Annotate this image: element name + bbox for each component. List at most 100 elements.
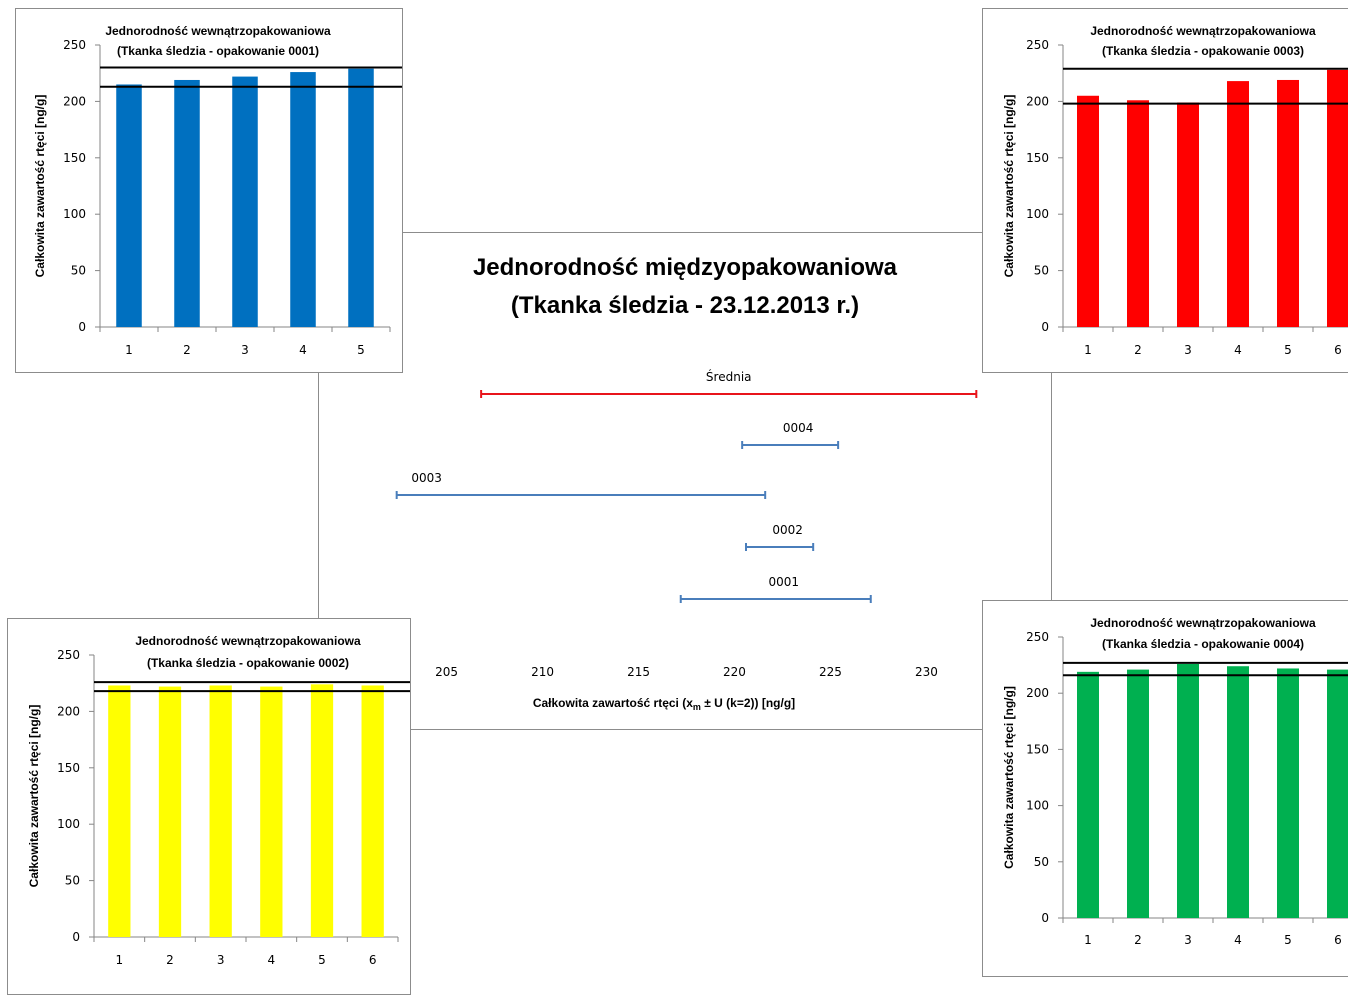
y-tick-label: 100 (1026, 799, 1049, 813)
bar (1127, 669, 1149, 918)
y-axis-label: Całkowita zawartość rtęci [ng/g] (1002, 95, 1016, 278)
bar (361, 685, 384, 937)
y-tick-label: 100 (63, 207, 86, 221)
x-axis-label: Całkowita zawartość rtęci (xm ± U (k=2))… (533, 696, 795, 712)
series-label: 0004 (783, 421, 814, 435)
bar (348, 68, 374, 328)
x-tick-label: 210 (531, 665, 554, 679)
y-tick-label: 50 (71, 264, 86, 278)
y-tick-label: 200 (1026, 94, 1049, 108)
y-tick-label: 0 (78, 320, 86, 334)
x-tick-label: 1 (116, 953, 124, 967)
series-label: 0003 (411, 471, 442, 485)
bar-chart-0003: Jednorodność wewnątrzopakowaniowa (Tkanka… (1002, 24, 1348, 357)
chart-title-line: (Tkanka śledzia - opakowanie 0002) (147, 656, 349, 670)
bar (1227, 81, 1249, 327)
series-label: Średnia (706, 369, 752, 384)
bar-chart-0004: Jednorodność wewnątrzopakowaniowa (Tkanka… (1002, 616, 1348, 947)
x-tick-label: 2 (1134, 343, 1142, 357)
x-tick-label: 5 (318, 953, 326, 967)
x-tick-label: 6 (1334, 933, 1342, 947)
x-tick-label: 6 (1334, 343, 1342, 357)
chart-title-line: (Tkanka śledzia - opakowanie 0003) (1102, 44, 1304, 58)
bar (1277, 668, 1299, 918)
bar (108, 685, 131, 937)
x-tick-label: 5 (1284, 933, 1292, 947)
y-tick-label: 150 (1026, 742, 1049, 756)
y-axis-label: Całkowita zawartość rtęci [ng/g] (33, 95, 47, 278)
x-tick-label: 4 (268, 953, 276, 967)
x-tick-label: 5 (1284, 343, 1292, 357)
bar (209, 685, 232, 937)
bar (1327, 669, 1348, 918)
bar (1077, 95, 1099, 327)
x-tick-label: 5 (357, 343, 365, 357)
chart-title-line: Jednorodność wewnątrzopakowaniowa (135, 634, 361, 648)
x-tick-label: 220 (723, 665, 746, 679)
y-tick-label: 150 (63, 151, 86, 165)
x-tick-label: 4 (1234, 343, 1242, 357)
main-chart-panel: Jednorodność międzyopakowaniowa (Tkanka ś… (318, 232, 1052, 730)
chart-title-line: Jednorodność wewnątrzopakowaniowa (1090, 24, 1316, 38)
main-chart: Jednorodność międzyopakowaniowa (Tkanka ś… (395, 254, 978, 712)
x-tick-label: 1 (1084, 933, 1092, 947)
bar (1327, 69, 1348, 328)
bar (1277, 79, 1299, 327)
y-tick-label: 250 (1026, 38, 1049, 52)
chart-title-line: (Tkanka śledzia - opakowanie 0001) (117, 44, 319, 58)
bar (1077, 671, 1099, 918)
bar (232, 76, 258, 327)
y-tick-label: 250 (57, 648, 80, 662)
x-tick-label: 2 (166, 953, 174, 967)
y-tick-label: 150 (57, 761, 80, 775)
y-tick-label: 50 (65, 874, 80, 888)
x-tick-label: 2 (1134, 933, 1142, 947)
bar (1177, 102, 1199, 327)
y-axis-label: Całkowita zawartość rtęci [ng/g] (1002, 686, 1016, 869)
bar-chart-0002: Jednorodność wewnątrzopakowaniowa (Tkanka… (27, 634, 410, 967)
y-tick-label: 50 (1034, 264, 1049, 278)
y-tick-label: 0 (1041, 911, 1049, 925)
x-tick-label: 205 (435, 665, 458, 679)
chart-title-line: Jednorodność wewnątrzopakowaniowa (105, 24, 331, 38)
x-tick-label: 3 (241, 343, 249, 357)
series-label: 0001 (768, 575, 799, 589)
x-tick-label: 3 (1184, 343, 1192, 357)
bar (158, 686, 182, 937)
y-tick-label: 250 (1026, 630, 1049, 644)
y-tick-label: 200 (1026, 686, 1049, 700)
y-tick-label: 100 (1026, 207, 1049, 221)
x-tick-label: 225 (819, 665, 842, 679)
bar (290, 72, 316, 328)
x-tick-label: 2 (183, 343, 191, 357)
bar (174, 79, 200, 327)
y-tick-label: 200 (57, 704, 80, 718)
x-tick-label: 215 (627, 665, 650, 679)
chart-title-line: Jednorodność wewnątrzopakowaniowa (1090, 616, 1316, 630)
x-tick-label: 230 (915, 665, 938, 679)
bar (1177, 663, 1199, 918)
y-tick-label: 0 (1041, 320, 1049, 334)
bar (260, 686, 283, 937)
x-tick-label: 3 (1184, 933, 1192, 947)
y-axis-label: Całkowita zawartość rtęci [ng/g] (27, 705, 41, 888)
chart-panel-0004: Jednorodność wewnątrzopakowaniowa (Tkanka… (982, 600, 1348, 977)
y-tick-label: 100 (57, 817, 80, 831)
chart-panel-0001: Jednorodność wewnątrzopakowaniowa (Tkanka… (15, 8, 403, 373)
x-tick-label: 6 (369, 953, 377, 967)
series-label: 0002 (772, 523, 803, 537)
chart-panel-0002: Jednorodność wewnątrzopakowaniowa (Tkanka… (7, 618, 411, 995)
y-tick-label: 0 (72, 930, 80, 944)
y-tick-label: 250 (63, 38, 86, 52)
x-tick-label: 3 (217, 953, 225, 967)
y-tick-label: 50 (1034, 855, 1049, 869)
y-tick-label: 200 (63, 94, 86, 108)
main-title-line: (Tkanka śledzia - 23.12.2013 r.) (511, 292, 859, 319)
chart-panel-0003: Jednorodność wewnątrzopakowaniowa (Tkanka… (982, 8, 1348, 373)
bar-chart-0001: Jednorodność wewnątrzopakowaniowa (Tkanka… (33, 24, 402, 357)
bar (116, 84, 142, 327)
bar (1227, 666, 1249, 918)
main-title-line: Jednorodność międzyopakowaniowa (473, 254, 898, 281)
bar (1127, 100, 1149, 327)
x-tick-label: 4 (1234, 933, 1242, 947)
